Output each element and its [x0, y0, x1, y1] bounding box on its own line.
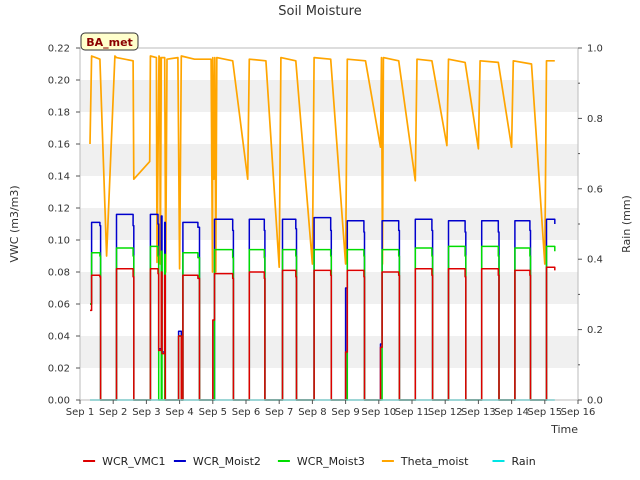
y2-tick-label: 0.8	[587, 114, 603, 125]
legend-label: WCR_VMC1	[102, 455, 165, 468]
chart-title: Soil Moisture	[278, 4, 362, 19]
legend-label: Rain	[512, 455, 536, 468]
y2-axis-label: Rain (mm)	[620, 195, 633, 253]
legend-label: WCR_Moist3	[297, 455, 365, 468]
x-tick-label: Sep 14	[494, 407, 529, 418]
y-tick-label: 0.16	[48, 140, 70, 151]
grid-band	[80, 48, 578, 80]
x-tick-label: Sep 11	[395, 407, 430, 418]
x-tick-label: Sep 3	[132, 407, 160, 418]
y2-tick-label: 0.6	[587, 184, 603, 195]
legend: WCR_VMC1 WCR_Moist2 WCR_Moist3 Theta_moist R…	[83, 455, 536, 468]
y-tick-label: 0.18	[48, 108, 70, 119]
y-tick-label: 0.10	[48, 236, 70, 247]
legend-item: WCR_VMC1	[83, 455, 166, 468]
y-axis-label: VWC (m3/m3)	[8, 185, 21, 262]
legend-label: WCR_Moist2	[193, 455, 261, 468]
series-wcr-vmc1	[90, 266, 556, 401]
grid-band	[80, 240, 578, 272]
legend-item: Theta_moist	[381, 455, 469, 468]
legend-label: Theta_moist	[400, 455, 469, 468]
grid-band	[80, 144, 578, 176]
y-tick-label: 0.20	[48, 76, 70, 87]
x-tick-label: Sep 9	[331, 407, 359, 418]
x-tick-label: Sep 6	[232, 407, 260, 418]
legend-item: Rain	[492, 455, 536, 468]
station-badge-label: BA_met	[86, 36, 133, 49]
x-axis-label: Time	[550, 423, 578, 436]
grid-band	[80, 80, 578, 112]
grid-band	[80, 336, 578, 368]
station-badge: BA_met	[80, 32, 139, 51]
grid-band	[80, 368, 578, 400]
legend-item: WCR_Moist2	[173, 455, 261, 468]
x-tick-label: Sep 16	[561, 407, 596, 418]
grid-band	[80, 272, 578, 304]
grid-band	[80, 176, 578, 208]
y-tick-label: 0.14	[48, 172, 70, 183]
x-tick-label: Sep 2	[99, 407, 127, 418]
series-layer	[89, 55, 556, 401]
series-theta-moist	[89, 55, 555, 273]
y2-tick-label: 1.0	[587, 44, 603, 55]
grid-band	[80, 304, 578, 336]
y-tick-label: 0.04	[48, 332, 70, 343]
x-tick-label: Sep 10	[361, 407, 396, 418]
x-tick-label: Sep 5	[199, 407, 227, 418]
y-tick-label: 0.08	[48, 268, 70, 279]
y-axis: 0.00 0.02 0.04 0.06 0.08 0.10 0.12 0.14 0.16 0.18…	[48, 44, 80, 407]
x-tick-label: Sep 7	[265, 407, 293, 418]
y2-tick-label: 0.2	[587, 325, 603, 336]
x-tick-label: Sep 13	[461, 407, 496, 418]
station-badge-box	[80, 32, 139, 51]
y-tick-label: 0.12	[48, 204, 70, 215]
grid-band	[80, 112, 578, 144]
legend-item: WCR_Moist3	[277, 455, 365, 468]
y-tick-label: 0.02	[48, 364, 70, 375]
grid-band	[80, 208, 578, 240]
x-tick-label: Sep 8	[298, 407, 326, 418]
y-tick-label: 0.22	[48, 44, 70, 55]
background-bands	[80, 48, 578, 400]
x-tick-label: Sep 1	[66, 407, 94, 418]
y2-tick-label: 0.0	[587, 396, 603, 407]
y-tick-label: 0.00	[48, 396, 70, 407]
y2-axis: 0.0 0.2 0.4 0.6 0.8 1.0	[578, 44, 603, 407]
x-tick-label: Sep 4	[165, 407, 193, 418]
y-tick-label: 0.06	[48, 300, 70, 311]
y2-tick-label: 0.4	[587, 255, 603, 266]
x-tick-label: Sep 12	[428, 407, 463, 418]
x-tick-label: Sep 15	[527, 407, 562, 418]
x-axis: Sep 1 Sep 2 Sep 3 Sep 4 Sep 5 Sep 6 Sep 7 Sep 8…	[66, 400, 596, 418]
